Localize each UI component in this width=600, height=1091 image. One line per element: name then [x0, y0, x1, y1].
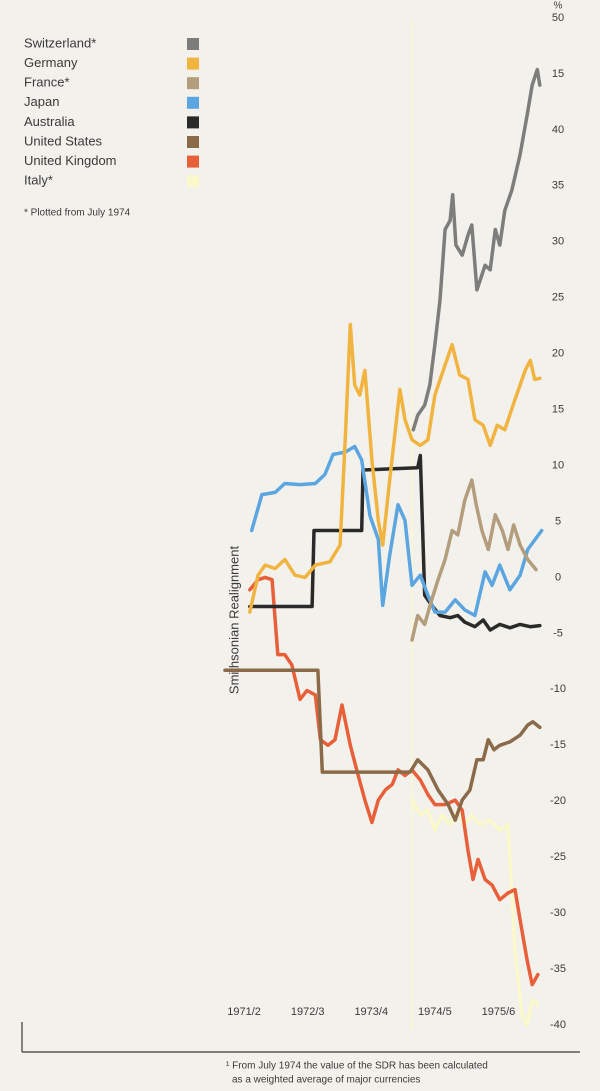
y-tick-label: 10 — [552, 459, 564, 471]
x-tick-label: 1971/2 — [227, 1006, 261, 1018]
y-tick-label: 15 — [552, 68, 564, 80]
y-tick-label: -5 — [553, 627, 563, 639]
legend-label: Australia — [24, 114, 75, 129]
unit-label: % — [554, 1, 563, 12]
y-tick-label: -10 — [550, 683, 566, 695]
legend-label: Switzerland* — [24, 35, 96, 50]
x-tick-label: 1972/3 — [291, 1006, 325, 1018]
x-tick-label: 1974/5 — [418, 1006, 452, 1018]
series-line — [248, 453, 542, 632]
legend-label: Japan — [24, 94, 59, 109]
legend-label: United Kingdom — [24, 153, 117, 168]
legend-swatch — [187, 96, 199, 109]
y-tick-label: 0 — [555, 571, 561, 583]
legend-swatch — [187, 116, 199, 129]
footnote: ¹ From July 1974 the value of the SDR ha… — [226, 1061, 488, 1072]
y-tick-label: 15 — [552, 404, 564, 416]
series-line — [248, 322, 542, 614]
legend-label: France* — [24, 75, 70, 90]
y-tick-label: 5 — [555, 515, 561, 527]
y-tick-label: 25 — [552, 292, 564, 304]
series-line — [249, 444, 544, 618]
note: * Plotted from July 1974 — [24, 208, 131, 219]
y-tick-label: -15 — [550, 739, 566, 751]
y-tick-label: 20 — [552, 348, 564, 360]
x-tick-label: 1973/4 — [354, 1006, 388, 1018]
legend-label: Germany — [24, 55, 78, 70]
y-tick-label: -20 — [550, 795, 566, 807]
legend-swatch — [187, 136, 199, 148]
legend-swatch — [187, 77, 199, 90]
legend-swatch — [187, 57, 199, 70]
series-line — [248, 575, 540, 987]
realignment-label: Smithsonian Realignment — [226, 546, 241, 695]
y-tick-label: 30 — [552, 236, 564, 248]
y-tick-label: -30 — [550, 907, 566, 919]
series-line — [410, 798, 540, 1027]
series-line — [411, 67, 542, 432]
series-line — [223, 668, 542, 822]
y-tick-label: -35 — [550, 963, 566, 975]
legend-swatch — [187, 155, 199, 168]
y-tick-label: 35 — [552, 180, 564, 192]
legend-label: United States — [24, 133, 103, 148]
y-tick-label: -40 — [550, 1019, 566, 1031]
footnote: as a weighted average of major currencie… — [232, 1075, 420, 1086]
y-tick-label: 40 — [552, 124, 564, 136]
legend-swatch — [187, 175, 199, 188]
x-tick-label: 1975/6 — [482, 1006, 516, 1018]
legend-label: Italy* — [24, 173, 53, 188]
y-tick-label: 50 — [552, 12, 564, 24]
y-tick-label: -25 — [550, 851, 566, 863]
series-line — [410, 478, 538, 642]
legend-swatch — [187, 38, 199, 50]
